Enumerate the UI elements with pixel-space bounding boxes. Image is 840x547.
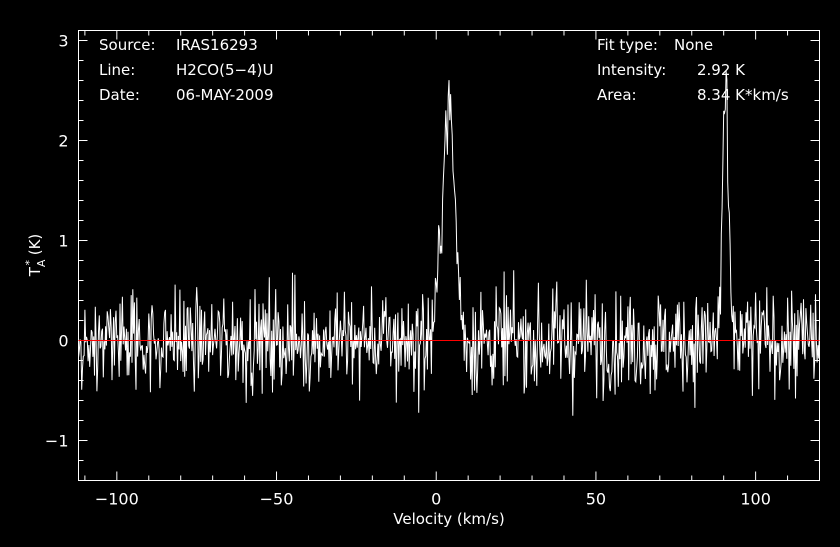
fit-type-label: Fit type: — [597, 36, 658, 54]
y-axis-label: TA* (K) — [23, 234, 48, 278]
y-tick-label: 0 — [58, 332, 68, 351]
x-axis-label: Velocity (km/s) — [393, 510, 504, 528]
intensity-value: 2.92 K — [697, 61, 746, 79]
source-label: Source: — [99, 36, 156, 54]
x-tick-label: 0 — [431, 490, 441, 509]
x-tick-label: −50 — [260, 490, 294, 509]
y-label-sub: A — [35, 259, 48, 267]
info-block-right: Fit type: None Intensity: 2.92 K Area: 8… — [597, 36, 789, 104]
area-value: 8.34 K*km/s — [697, 86, 789, 104]
info-block-left: Source: IRAS16293 Line: H2CO(5−4)U Date:… — [99, 36, 274, 104]
line-value: H2CO(5−4)U — [176, 61, 273, 79]
y-label-sup: * — [23, 260, 36, 266]
y-tick-label: 1 — [58, 232, 68, 251]
fit-type-value: None — [674, 36, 713, 54]
y-tick-label: −1 — [45, 432, 69, 451]
spectrum-trace — [78, 70, 820, 416]
source-value: IRAS16293 — [176, 36, 258, 54]
x-tick-label: 100 — [740, 490, 771, 509]
plot-frame — [78, 30, 820, 481]
y-label-main: T — [26, 266, 44, 277]
x-tick-label: 50 — [586, 490, 606, 509]
y-tick-label: 2 — [58, 132, 68, 151]
y-tick-label: 3 — [58, 32, 68, 51]
axis-ticks: −100 −50 0 50 100 −1 0 1 2 3 — [45, 30, 820, 509]
date-label: Date: — [99, 86, 140, 104]
intensity-label: Intensity: — [597, 61, 666, 79]
line-label: Line: — [99, 61, 135, 79]
x-tick-label: −100 — [95, 490, 139, 509]
date-value: 06-MAY-2009 — [176, 86, 274, 104]
y-label-unit: (K) — [26, 234, 44, 260]
area-label: Area: — [597, 86, 637, 104]
